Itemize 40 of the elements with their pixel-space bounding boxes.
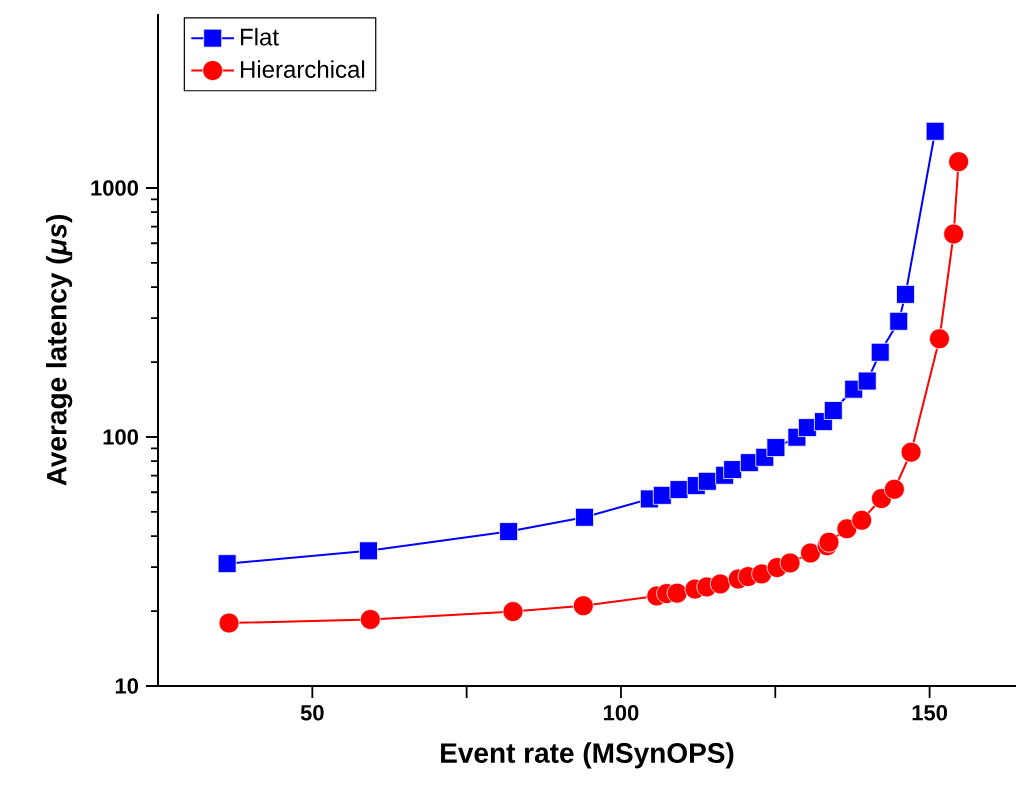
point (836, 518, 858, 540)
point (779, 552, 801, 574)
point (766, 438, 786, 457)
point (666, 582, 688, 604)
point (709, 573, 731, 595)
point (857, 371, 877, 391)
x-tick-label: 50 (300, 705, 324, 721)
point (359, 541, 378, 561)
point (900, 441, 922, 463)
legend-label: Flat (241, 27, 279, 46)
point (896, 284, 915, 304)
point (889, 311, 909, 331)
point (499, 522, 519, 541)
x-tick-label: 150 (912, 705, 948, 721)
point (697, 471, 717, 491)
point (948, 151, 969, 173)
y-tick-label: 1000 (91, 180, 139, 196)
point (870, 342, 890, 362)
point (925, 121, 945, 141)
x-axis-title: Event rate (MSynOPS) (441, 742, 734, 769)
y-tick-label: 100 (103, 429, 139, 445)
point (572, 595, 594, 617)
point (217, 554, 237, 574)
y-tick-label: 10 (115, 678, 139, 694)
point (502, 601, 524, 622)
point (723, 460, 743, 479)
point (851, 509, 873, 531)
point (359, 609, 381, 630)
point (218, 612, 240, 634)
point (800, 542, 821, 564)
point (652, 485, 672, 505)
point (797, 418, 817, 437)
point (669, 480, 689, 499)
point (575, 507, 594, 527)
point (929, 328, 950, 350)
legend-label: Hierarchical (241, 60, 365, 78)
x-tick-label: 100 (603, 705, 639, 721)
point (884, 478, 905, 500)
point (823, 401, 843, 420)
point (943, 223, 965, 245)
